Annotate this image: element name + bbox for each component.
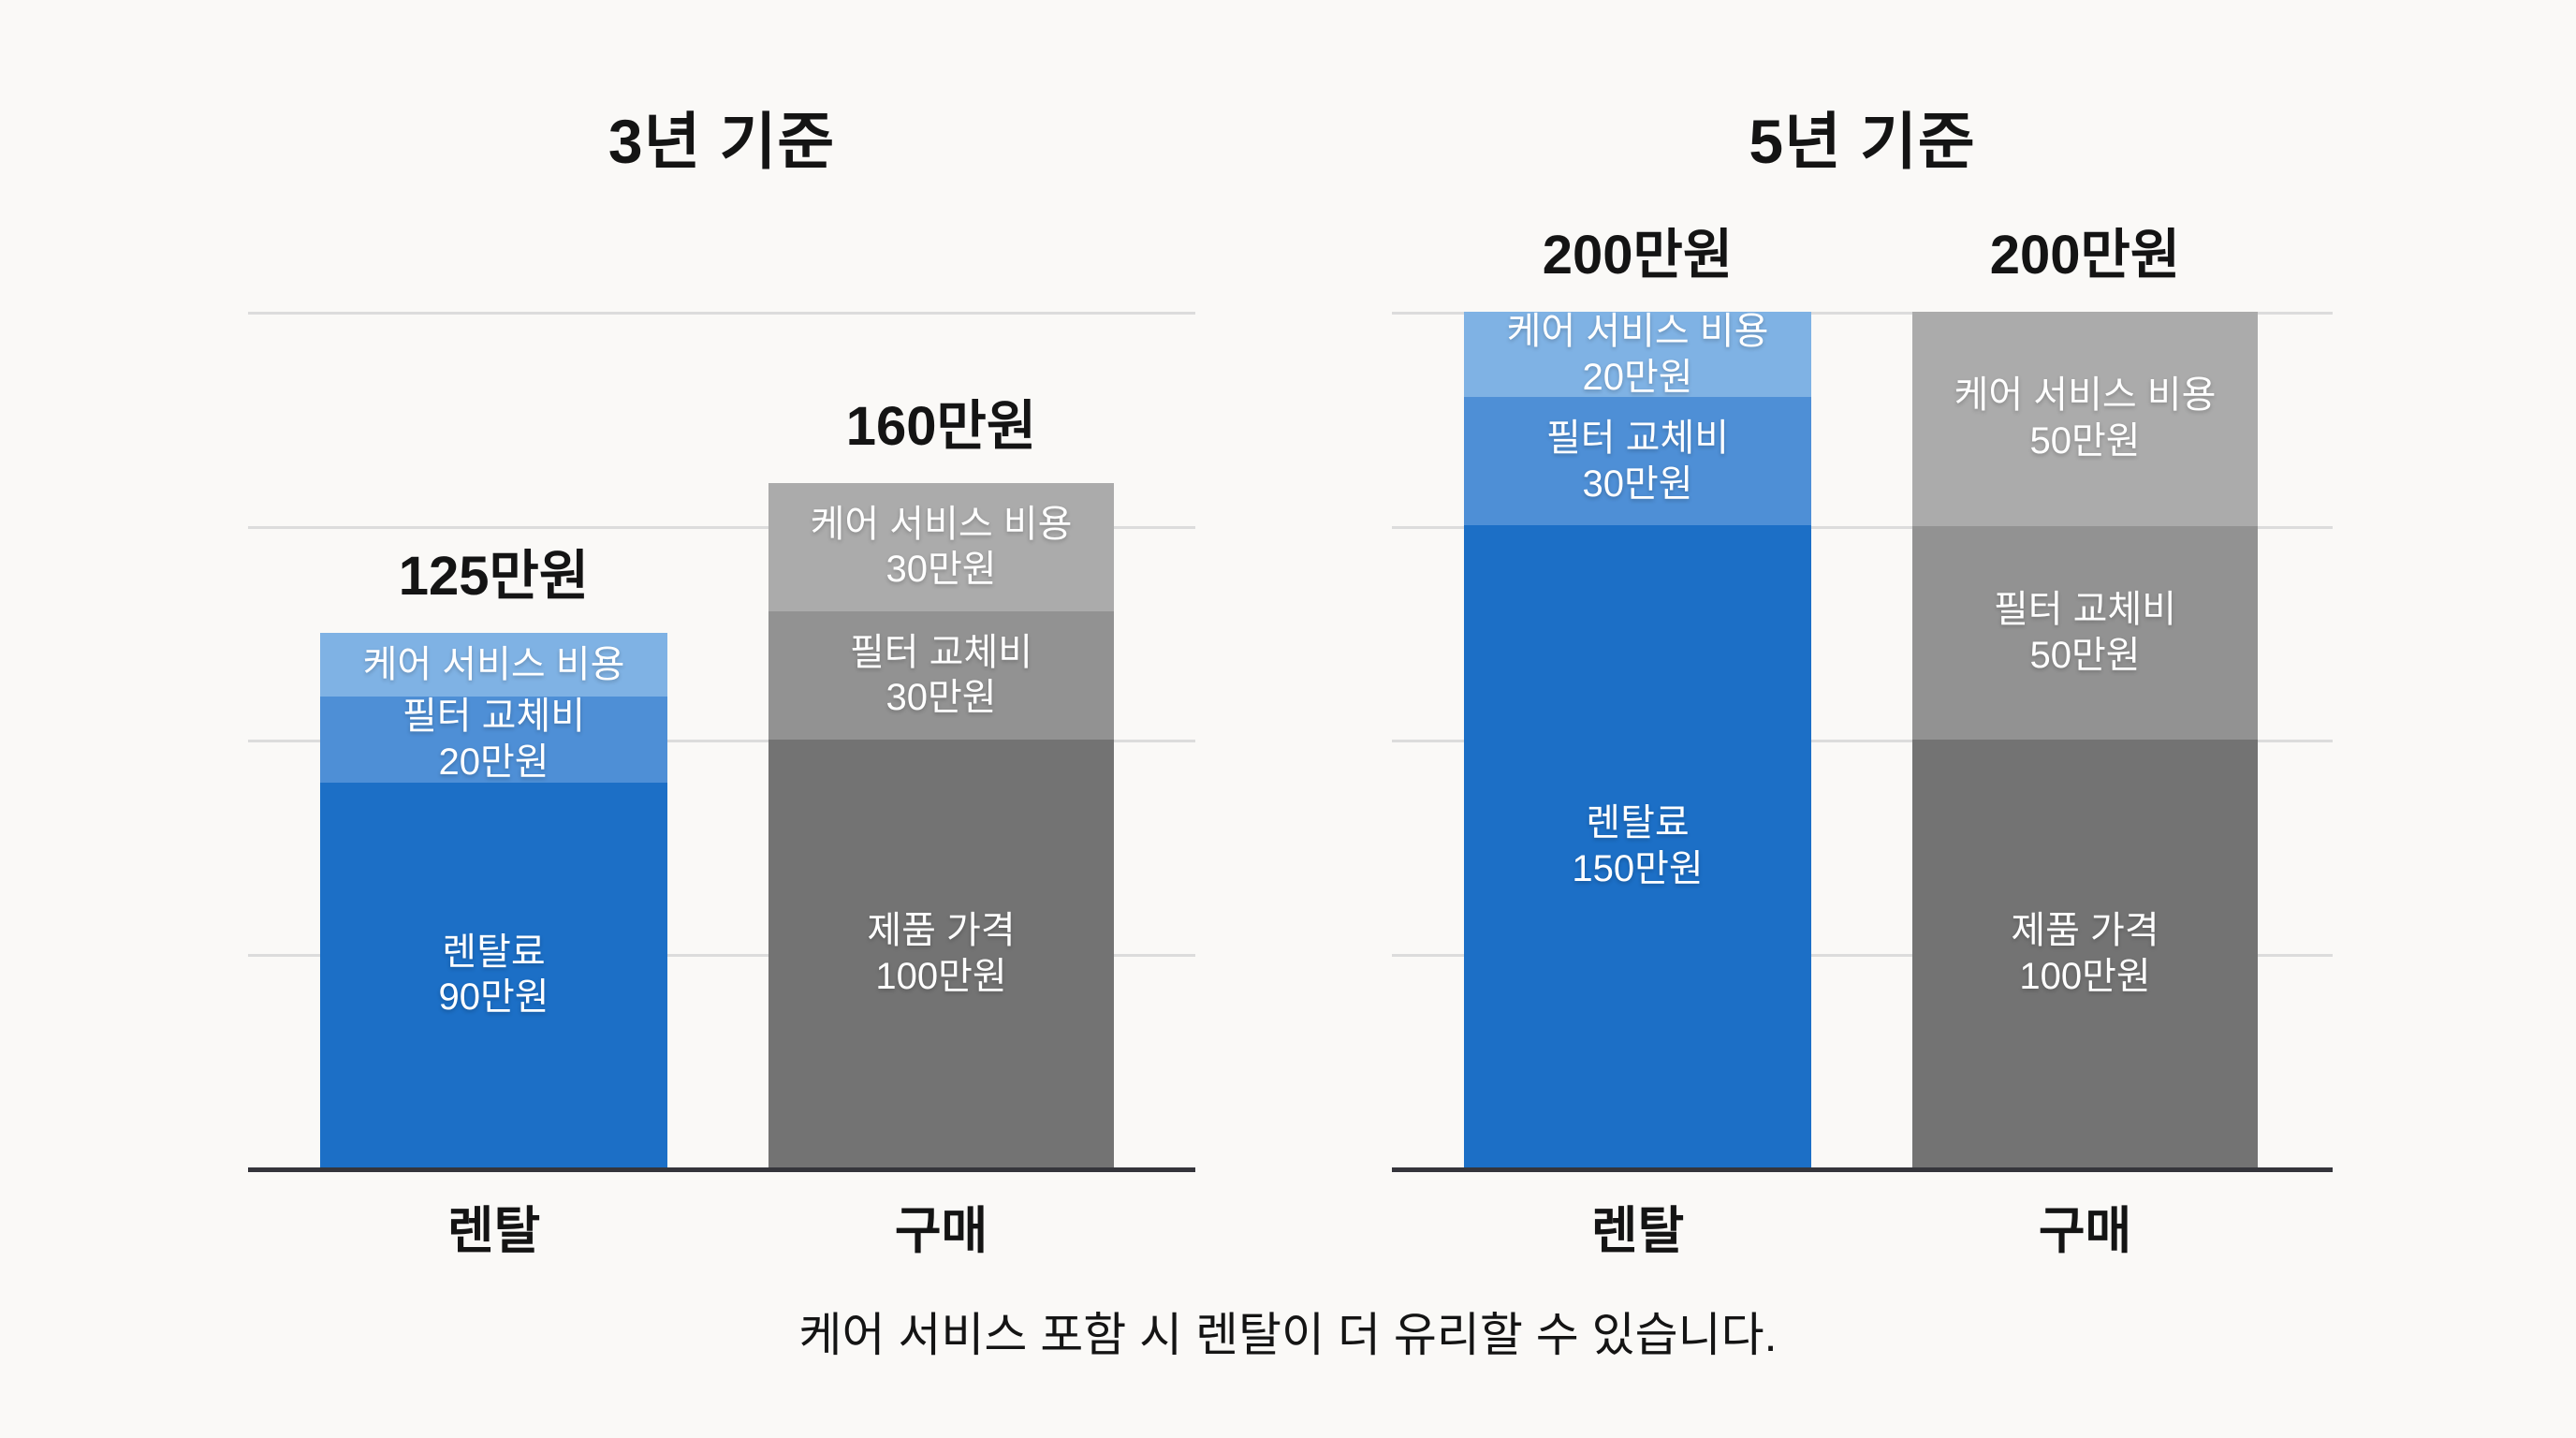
bar-segment: 필터 교체비 30만원 [768,610,1114,740]
gridline [1392,525,2333,529]
caption-text: 케어 서비스 포함 시 렌탈이 더 유리할 수 있습니다. [798,1309,1778,1361]
plot-area-3-year: 케어 서비스 비용 필터 교체비 20만원 렌탈료 90만원 125만원 렌탈 케어 서비스 … [248,312,1195,1259]
bar-segment: 필터 교체비 20만원 [320,696,667,783]
segment-amount: 30만원 [886,677,997,719]
segment-name: 케어 서비스 비용 [362,643,625,685]
segment-name: 제품 가격 [867,909,1016,951]
segment-name: 필터 교체비 [402,696,586,738]
axis-category-label: 렌탈 [446,1203,541,1259]
axis-category-label: 구매 [2038,1203,2132,1259]
bar-segment: 제품 가격 100만원 [1912,740,2258,1167]
segment-amount: 50만원 [2029,634,2141,676]
chart-title-5-year: 5년 기준 [1749,107,1976,176]
gridline [1392,953,2333,957]
segment-name: 필터 교체비 [1545,418,1730,460]
bar-segment: 케어 서비스 비용 30만원 [768,482,1114,611]
axis-category-label: 구매 [894,1203,988,1259]
bar-segment: 케어 서비스 비용 20만원 [1464,310,1811,398]
gridline [248,953,1195,957]
gridline [1392,312,2333,315]
bar-total-label: 125만원 [398,545,590,607]
segment-amount: 50만원 [2029,420,2141,462]
bar-segment: 렌탈료 90만원 [320,782,667,1167]
segment-name: 케어 서비스 비용 [1954,374,2217,417]
bar-total-label: 160만원 [845,395,1037,457]
segment-name: 케어 서비스 비용 [1506,310,1769,352]
gridline [248,312,1195,315]
segment-name: 제품 가격 [2011,909,2159,951]
segment-amount: 100만원 [875,955,1007,997]
segment-amount: 30만원 [1582,462,1693,505]
axis-category-label: 렌탈 [1590,1203,1685,1259]
segment-name: 케어 서비스 비용 [810,503,1073,545]
segment-name: 렌탈료 [442,931,546,973]
bar-segment: 케어 서비스 비용 50만원 [1912,312,2258,526]
gridline [1392,740,2333,742]
gridline [248,525,1195,529]
bar-구매: 케어 서비스 비용 30만원 필터 교체비 30만원 제품 가격 100만원 [768,482,1114,1167]
bar-segment: 케어 서비스 비용 [320,632,667,697]
bar-구매: 케어 서비스 비용 50만원 필터 교체비 50만원 제품 가격 100만원 [1912,312,2258,1167]
bar-segment: 렌탈료 150만원 [1464,525,1811,1167]
chart-title-3-year: 3년 기준 [607,107,836,176]
segment-name: 필터 교체비 [849,631,1033,673]
bar-segment: 필터 교체비 30만원 [1464,397,1811,526]
bar-segment: 제품 가격 100만원 [768,740,1114,1167]
bar-segment: 필터 교체비 50만원 [1912,525,2258,740]
segment-amount: 30만원 [886,549,997,591]
bar-렌탈: 케어 서비스 비용 20만원 필터 교체비 30만원 렌탈료 150만원 [1464,310,1811,1167]
bar-total-label: 200만원 [1989,225,2181,286]
segment-amount: 20만원 [1582,356,1693,398]
segment-amount: 20만원 [438,741,549,783]
segment-amount: 100만원 [2019,955,2151,997]
segment-amount: 150만원 [1572,848,1704,890]
segment-name: 렌탈료 [1586,802,1690,844]
bar-렌탈: 케어 서비스 비용 필터 교체비 20만원 렌탈료 90만원 [320,632,667,1167]
bar-total-label: 200만원 [1542,225,1734,286]
segment-amount: 90만원 [438,976,549,1019]
segment-name: 필터 교체비 [1993,588,2177,630]
plot-area-5-year: 케어 서비스 비용 20만원 필터 교체비 30만원 렌탈료 150만원 200만원 렌탈 케어… [1392,225,2333,1259]
gridline [248,740,1195,742]
